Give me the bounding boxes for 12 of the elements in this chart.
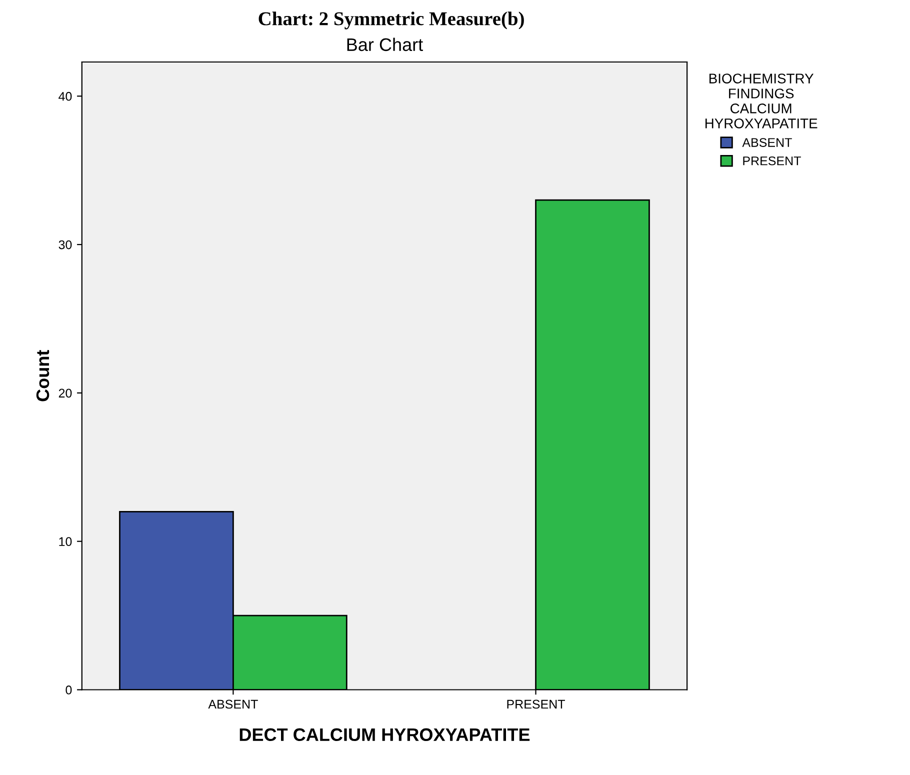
y-tick-label: 0 <box>66 686 72 694</box>
y-tick-label: 40 <box>58 92 72 101</box>
chart-subtitle: Bar Chart <box>347 38 423 52</box>
legend-label: ABSENT <box>742 138 792 147</box>
y-tick-label: 20 <box>58 388 72 398</box>
y-tick-label: 30 <box>58 240 72 250</box>
chart-title: Chart: 2 Symmetric Measure(b) <box>258 12 524 30</box>
y-tick-label: 10 <box>59 537 72 546</box>
x-axis-title: DECT CALCIUM HYROXYAPATITE <box>240 728 530 742</box>
legend-label: PRESENT <box>743 156 801 166</box>
y-axis-title: Count <box>36 350 50 402</box>
legend-title: BIOCHEMISTRY FINDINGS CALCIUM HYROXYAPATITE <box>705 74 818 128</box>
